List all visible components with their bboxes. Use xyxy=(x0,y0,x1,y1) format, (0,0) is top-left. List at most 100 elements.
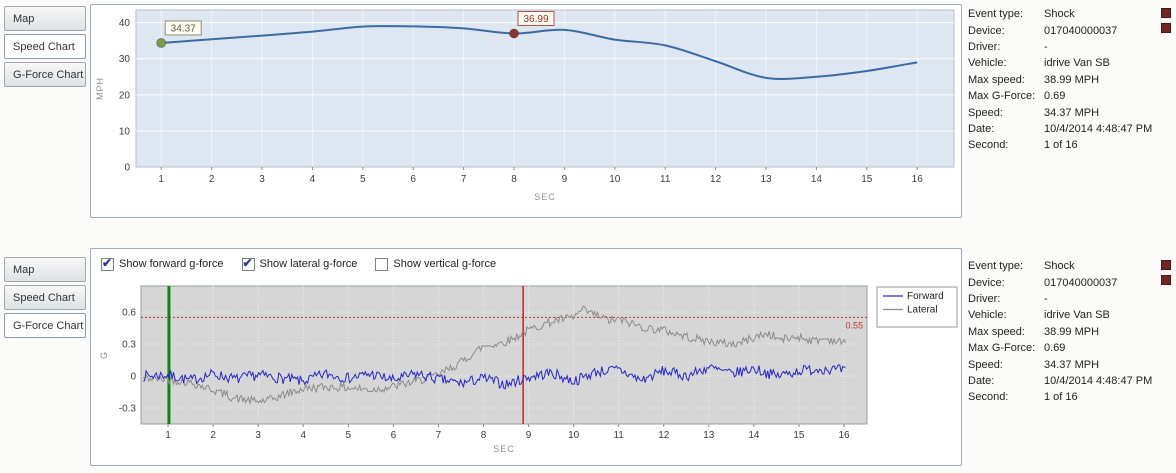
svg-text:16: 16 xyxy=(912,174,924,185)
tab-map[interactable]: Map xyxy=(4,257,86,282)
info-row: Vehicle: idrive Van SB xyxy=(968,55,1164,71)
info-label: Max speed: xyxy=(968,73,1025,86)
checkbox-box: ✔ xyxy=(241,256,255,271)
marker-label-box xyxy=(517,10,555,26)
info-row: Event type: Shock xyxy=(968,258,1164,274)
legend-entry: Forward xyxy=(907,291,944,302)
svg-text:10: 10 xyxy=(568,430,580,441)
show-lateral-gforce-checkbox[interactable]: ✔ Show lateral g-force xyxy=(241,256,358,271)
tab-speed-chart[interactable]: Speed Chart xyxy=(4,285,86,310)
svg-text:0: 0 xyxy=(124,163,130,174)
legend xyxy=(876,286,958,328)
info-value: 10/4/2014 4:48:47 PM xyxy=(1044,122,1153,135)
panel-button-icon[interactable] xyxy=(1161,23,1171,33)
event-info-panel: Event type: Shock Device: 017040000037 Dri… xyxy=(968,6,1164,154)
info-label: Second: xyxy=(968,139,1009,152)
info-label: Device: xyxy=(968,276,1005,289)
info-value: 0.69 xyxy=(1044,342,1066,355)
info-row: Speed: 34.37 MPH xyxy=(968,356,1164,372)
info-row: Driver: - xyxy=(968,39,1164,55)
svg-text:2: 2 xyxy=(210,430,216,441)
svg-text:30: 30 xyxy=(119,54,131,65)
svg-text:5: 5 xyxy=(360,174,366,185)
svg-text:6: 6 xyxy=(410,174,416,185)
svg-text:0: 0 xyxy=(130,372,136,383)
speed-chart-frame: 1 2 3 4 5 6 7 8 9 10 11 12 13 14 15 16 0 10 20 30 40 MPH SEC 34… xyxy=(90,4,962,218)
svg-text:0.6: 0.6 xyxy=(122,308,136,319)
info-row: Second: 1 of 16 xyxy=(968,137,1164,153)
info-label: Driver: xyxy=(968,40,1001,53)
svg-text:1: 1 xyxy=(165,430,171,441)
svg-text:1: 1 xyxy=(158,174,164,185)
speed-marker-dot xyxy=(509,28,520,39)
info-label: Device: xyxy=(968,24,1005,37)
info-value: Shock xyxy=(1044,260,1075,273)
speed-plot-area xyxy=(135,9,955,168)
info-value: idrive Van SB xyxy=(1044,57,1110,70)
tab-map[interactable]: Map xyxy=(4,6,86,31)
speed-x-axis-title: SEC xyxy=(534,192,556,202)
panel-button-icon[interactable] xyxy=(1161,275,1171,285)
svg-text:10: 10 xyxy=(609,174,621,185)
info-row: Max G-Force: 0.69 xyxy=(968,88,1164,104)
show-vertical-gforce-checkbox[interactable]: Show vertical g-force xyxy=(375,257,497,271)
info-label: Event type: xyxy=(968,8,1024,21)
info-value: 38.99 MPH xyxy=(1044,325,1100,338)
info-row: Vehicle: idrive Van SB xyxy=(968,307,1164,323)
info-row: Device: 017040000037 xyxy=(968,22,1164,38)
checkbox-label: Show vertical g-force xyxy=(393,258,497,270)
checkbox-label: Show lateral g-force xyxy=(259,258,358,270)
svg-text:16: 16 xyxy=(838,430,850,441)
svg-text:9: 9 xyxy=(562,174,568,185)
info-label: Date: xyxy=(968,122,995,135)
svg-text:7: 7 xyxy=(461,174,467,185)
tab-gforce-chart[interactable]: G-Force Chart xyxy=(4,313,86,338)
info-row: Date: 10/4/2014 4:48:47 PM xyxy=(968,373,1164,389)
gforce-chart-frame: ✔ Show forward g-force ✔ Show lateral g-… xyxy=(90,248,962,466)
info-label: Vehicle: xyxy=(968,309,1007,322)
marker-label: 36.99 xyxy=(523,14,548,25)
gforce-chart[interactable]: 0.551 2 3 4 5 6 7 8 9 10 11 12 13 14 15 16-0.300.30.6GS… xyxy=(91,275,959,465)
info-value: 017040000037 xyxy=(1044,276,1118,289)
checkbox-label: Show forward g-force xyxy=(119,258,224,270)
info-value: 0.69 xyxy=(1044,90,1066,103)
panel-corner-buttons xyxy=(1161,260,1171,285)
speed-line xyxy=(161,25,918,80)
speed-chart[interactable]: 1 2 3 4 5 6 7 8 9 10 11 12 13 14 15 16010203040MPHSEC34… xyxy=(91,5,959,215)
tab-label: Speed Chart xyxy=(13,291,75,304)
svg-text:8: 8 xyxy=(481,430,487,441)
info-row: Second: 1 of 16 xyxy=(968,389,1164,405)
svg-text:12: 12 xyxy=(710,174,722,185)
legend-entry: Lateral xyxy=(907,305,938,316)
info-label: Second: xyxy=(968,391,1009,404)
tab-gforce-chart[interactable]: G-Force Chart xyxy=(4,62,86,87)
show-forward-gforce-checkbox[interactable]: ✔ Show forward g-force xyxy=(101,255,224,271)
info-value: 1 of 16 xyxy=(1044,139,1078,152)
threshold-label: 0.55 xyxy=(845,320,863,330)
info-value: 017040000037 xyxy=(1044,24,1118,37)
info-label: Speed: xyxy=(968,358,1003,371)
check-icon: ✔ xyxy=(102,255,113,270)
tab-speed-chart[interactable]: Speed Chart xyxy=(4,34,86,59)
svg-text:15: 15 xyxy=(793,430,805,441)
panel-button-icon[interactable] xyxy=(1161,260,1171,270)
marker-label-box xyxy=(164,20,202,36)
svg-text:9: 9 xyxy=(526,430,532,441)
info-row: Max speed: 38.99 MPH xyxy=(968,324,1164,340)
svg-text:15: 15 xyxy=(861,174,873,185)
info-row: Driver: - xyxy=(968,291,1164,307)
panel-button-icon[interactable] xyxy=(1161,8,1171,18)
svg-text:8: 8 xyxy=(511,174,517,185)
info-row: Date: 10/4/2014 4:48:47 PM xyxy=(968,121,1164,137)
info-row: Device: 017040000037 xyxy=(968,274,1164,290)
svg-text:2: 2 xyxy=(209,174,215,185)
svg-text:7: 7 xyxy=(436,430,442,441)
tab-label: Map xyxy=(13,263,35,276)
info-label: Max G-Force: xyxy=(968,90,1036,103)
checkbox-box: ✔ xyxy=(101,255,114,271)
svg-text:-0.3: -0.3 xyxy=(119,404,137,415)
tab-label: Speed Chart xyxy=(13,40,75,53)
event-info-panel: Event type: Shock Device: 017040000037 Dri… xyxy=(968,258,1164,406)
